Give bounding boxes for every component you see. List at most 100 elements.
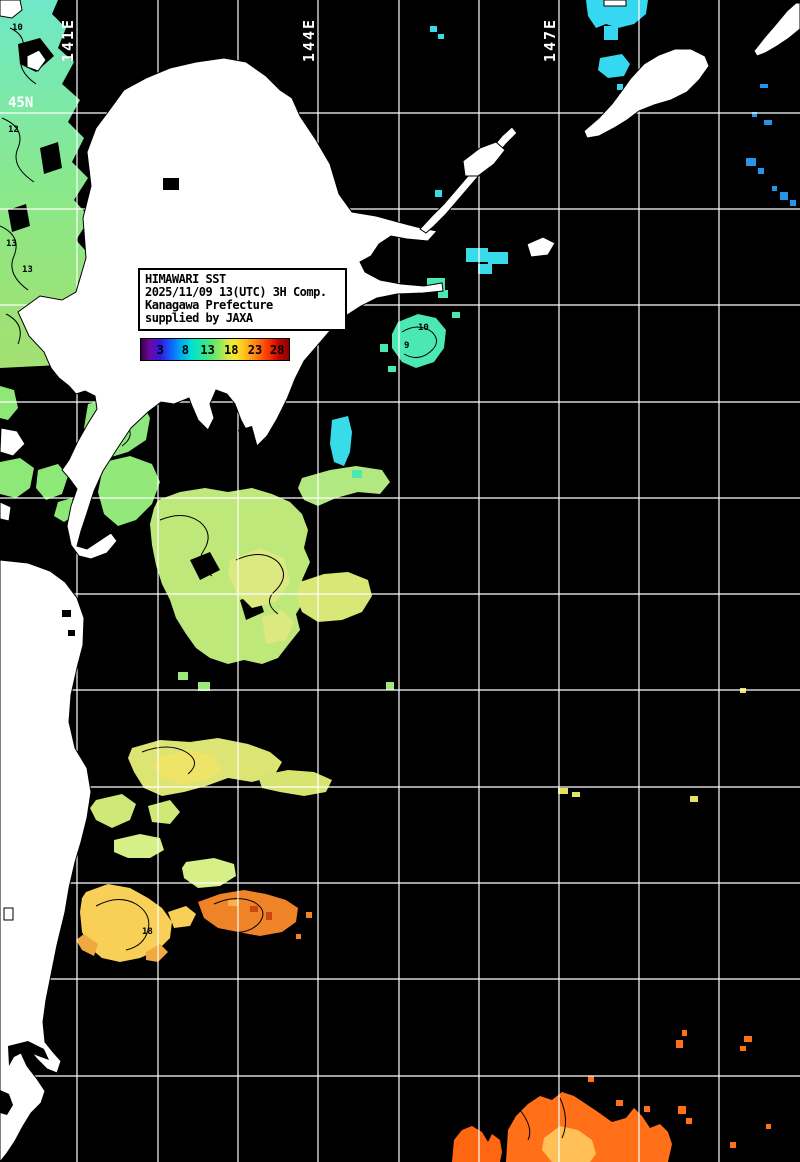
sst-patch-cyan-nemuro-a — [466, 248, 488, 262]
sst-patch-pacific-right-strip — [298, 466, 390, 506]
colorbar-gradient: 3 8 13 18 23 28 — [140, 338, 290, 361]
sst-patch-blue-dot-h — [772, 186, 777, 191]
colorbar-tick-23: 23 — [247, 343, 263, 357]
water-mutsu-bay — [8, 1041, 49, 1066]
land-rishiri — [26, 49, 47, 72]
info-line-title: HIMAWARI SST — [145, 272, 226, 286]
sst-patch-pale840-a — [114, 834, 164, 858]
sst-contour-line-3 — [5, 313, 21, 345]
sst-patch-flame-dot-c — [744, 1036, 752, 1042]
sst-patch-band740-core — [152, 750, 222, 784]
land-honshu — [0, 559, 92, 1162]
info-line-region: Kanagawa Prefecture — [145, 298, 273, 312]
water-inlet-sw — [0, 1090, 13, 1115]
water-uchiura-bay — [238, 426, 258, 452]
lat-label-45N: 45N — [8, 95, 34, 111]
sst-patch-flame-dot-i — [686, 1118, 692, 1124]
sst-patch-cyan-nemuro-e — [438, 290, 448, 298]
sst-patch-flame-dot-g — [644, 1106, 650, 1112]
sst-patch-warm-orange-rim-b — [146, 944, 168, 962]
land-islet-left — [3, 907, 14, 921]
sst-patch-okhotsk-cyan-dot — [617, 84, 623, 90]
sst-patch-green-speck-a — [178, 672, 188, 680]
land-corner-nw — [0, 0, 23, 19]
sst-patch-japan-sea-hole-b — [40, 142, 62, 174]
land-okushiri-b — [0, 501, 12, 522]
contour-label-12: 12 — [12, 213, 23, 223]
contour-label-13: 13 — [22, 265, 33, 275]
sst-patch-japan-sea-field — [0, 0, 92, 368]
sst-patch-blue-dot-d — [790, 200, 796, 206]
sst-patch-cyan-nemuro-c — [478, 264, 492, 274]
sst-patch-cyan-nemuro-b — [488, 252, 508, 264]
water-lake-a — [163, 178, 179, 190]
contour-label-9: 9 — [404, 341, 410, 351]
land-okushiri-a — [0, 427, 26, 457]
contour-label-10: 10 — [418, 323, 429, 333]
lon-label-147E: 147E — [541, 17, 559, 63]
sst-patch-tsugaru-green-b — [98, 456, 160, 526]
sst-patch-orange-right-dark-a — [250, 906, 258, 912]
sst-patch-yellow-speck-b — [572, 792, 580, 797]
sst-patch-flame-dot-b — [682, 1030, 687, 1036]
sst-contour-line-10 — [213, 898, 264, 933]
sst-patch-pale840-b — [182, 858, 236, 888]
sst-patch-pacific-hole-a — [190, 552, 220, 580]
sst-patch-aqua-fringe-b — [388, 366, 396, 372]
sst-patch-cyan-kunashiri-strip — [330, 416, 352, 466]
sst-patch-blue-dot-g — [764, 120, 772, 125]
sst-patch-flame-dot-f — [616, 1100, 623, 1106]
sst-patch-band740-low-b — [148, 800, 180, 824]
sst-patch-band740-low-a — [90, 794, 136, 828]
sst-patch-aqua-fringe-a — [380, 344, 388, 352]
sst-patch-aqua-fringe-c — [452, 312, 460, 318]
sst-patch-flame-dot-h — [678, 1106, 686, 1114]
sst-contour-line-5 — [159, 515, 213, 577]
sst-patch-left-edge-green-b — [0, 458, 34, 498]
sst-patch-orange-right-dot-a — [306, 912, 312, 918]
sst-patch-okhotsk-cyan-tail — [604, 26, 618, 40]
sst-patch-flame-dot-e — [588, 1076, 594, 1082]
contour-label-12: 12 — [8, 125, 19, 135]
sst-patch-cyan-kunashiri-bit — [352, 470, 362, 478]
contour-label-10: 10 — [12, 23, 23, 33]
land-kunashiri-north — [462, 141, 506, 177]
sst-patch-cyan-dot-b — [430, 26, 437, 32]
sst-patch-flame-dot-j — [730, 1142, 736, 1148]
contour-label-13: 13 — [6, 239, 17, 249]
info-line-datetime: 2025/11/09 13(UTC) 3H Comp. — [145, 285, 327, 299]
sst-patch-japan-sea-hole-c — [8, 204, 30, 232]
sst-patch-flame-left — [452, 1126, 502, 1162]
lon-label-141E: 141E — [59, 17, 77, 63]
sst-patch-blue-dot-b — [758, 168, 764, 174]
sst-contour-line-7 — [401, 326, 437, 358]
sst-patch-warm-yellow-ext — [168, 906, 196, 928]
contour-label-18: 18 — [142, 927, 153, 937]
sst-patch-orange-right-dark-b — [266, 912, 272, 920]
info-box: HIMAWARI SST 2025/11/09 13(UTC) 3H Comp.… — [138, 268, 347, 331]
sst-patch-orange-right — [198, 890, 298, 936]
colorbar-tick-18: 18 — [224, 343, 239, 357]
sst-patch-flame-dot-d — [740, 1046, 746, 1051]
water-lake-c — [68, 630, 75, 636]
sst-patch-green-speck-b — [198, 682, 210, 691]
land-islet-top — [603, 0, 627, 7]
colorbar-tick-13: 13 — [200, 343, 215, 357]
sst-contour-line-1 — [1, 117, 35, 183]
colorbar-tick-28: 28 — [269, 343, 285, 357]
land-etorofu — [583, 48, 710, 139]
land-shikotan — [526, 236, 556, 258]
lon-label-144E: 144E — [300, 17, 318, 63]
sst-contour-line-0 — [9, 27, 37, 85]
land-kunashiri — [419, 126, 518, 234]
sst-patch-blue-dot-e — [760, 84, 768, 88]
sst-patch-warm-orange-rim-a — [76, 934, 98, 956]
sst-patch-blue-dot-f — [752, 112, 757, 117]
colorbar-tick-3: 3 — [156, 343, 164, 357]
sst-contour-line-2 — [0, 225, 29, 291]
sst-patch-blue-dot-a — [746, 158, 756, 166]
land-urup — [753, 2, 800, 57]
sst-contour-line-6 — [235, 554, 284, 615]
